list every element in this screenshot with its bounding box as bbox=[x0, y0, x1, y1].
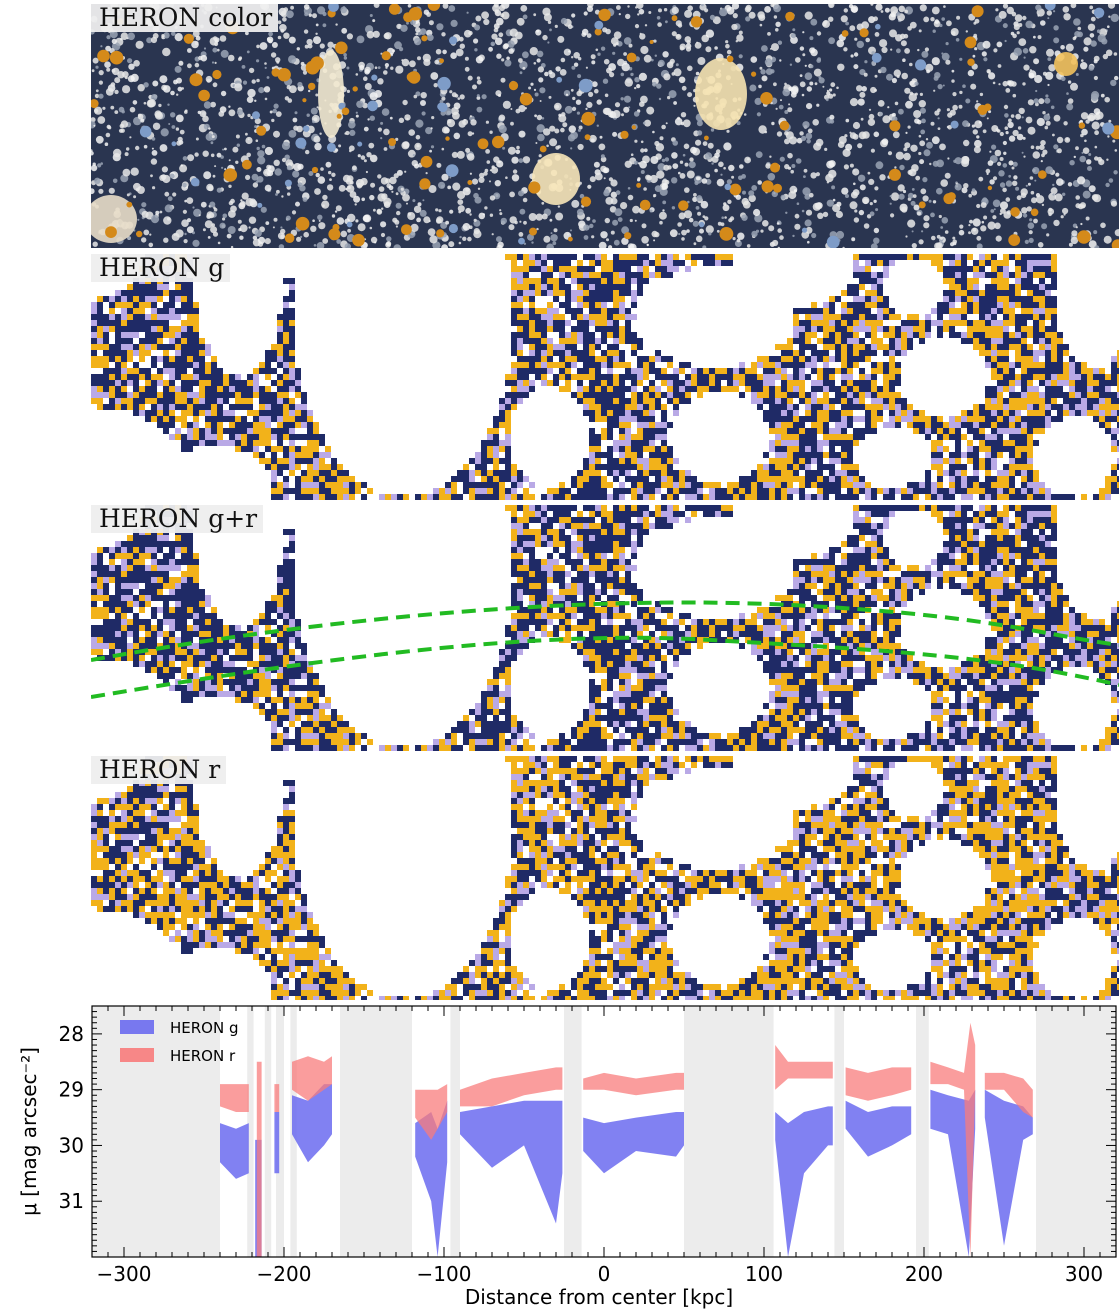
x-axis-label: Distance from center [kpc] bbox=[465, 1285, 733, 1309]
band-segment bbox=[845, 1067, 912, 1101]
y-tick-label: 31 bbox=[59, 1189, 84, 1213]
legend-label: HERON r bbox=[170, 1047, 236, 1065]
legend-swatch bbox=[120, 1020, 154, 1034]
band-segment bbox=[220, 1123, 249, 1179]
galaxies bbox=[91, 4, 1119, 248]
band-segment bbox=[775, 1106, 833, 1257]
band-segment bbox=[583, 1112, 684, 1174]
heron-gr-panel: HERON g+r bbox=[91, 505, 1119, 751]
band-segment bbox=[984, 1089, 1033, 1246]
band-segment bbox=[292, 1084, 332, 1163]
band-segment bbox=[984, 1072, 1033, 1118]
heron-g-image bbox=[91, 254, 1119, 500]
heron-gr-label: HERON g+r bbox=[91, 505, 264, 533]
legend-swatch bbox=[120, 1048, 154, 1062]
band-segment bbox=[274, 1112, 280, 1174]
heron-g-label: HERON g bbox=[91, 254, 231, 282]
x-tick-label: 0 bbox=[598, 1262, 611, 1286]
heron-r-image bbox=[91, 756, 1119, 1000]
x-tick-label: 100 bbox=[745, 1262, 783, 1286]
masked-range bbox=[264, 1006, 272, 1257]
masked-range bbox=[340, 1006, 412, 1257]
band-segment bbox=[415, 1100, 448, 1257]
region-outline-upper bbox=[91, 600, 1119, 662]
masked-range bbox=[450, 1006, 460, 1257]
masked-pixel-map bbox=[91, 254, 1119, 500]
masked-range bbox=[276, 1006, 284, 1257]
surface-brightness-profile: −300 −200 −100 0 100 200 300 Distance from cent… bbox=[17, 1005, 1117, 1309]
band-segment bbox=[930, 1022, 976, 1257]
heron-color-panel: HERON color bbox=[91, 4, 1119, 248]
band-segment bbox=[292, 1056, 332, 1101]
masked-range bbox=[247, 1006, 254, 1257]
y-axis: 28 29 30 31 bbox=[59, 1005, 1116, 1258]
band-segment bbox=[583, 1072, 684, 1096]
heron-color-label: HERON color bbox=[91, 4, 279, 32]
series-heron-r bbox=[220, 1022, 1033, 1257]
band-segment bbox=[415, 1084, 448, 1140]
band-segment bbox=[256, 1061, 262, 1257]
band-segment bbox=[845, 1100, 912, 1157]
masked-range bbox=[834, 1006, 844, 1257]
band-segment bbox=[220, 1084, 249, 1112]
heron-r-label: HERON r bbox=[91, 756, 227, 784]
heron-color-image bbox=[91, 4, 1119, 248]
masked-range bbox=[916, 1006, 929, 1257]
masked-pixel-map bbox=[91, 505, 1119, 751]
band-segment bbox=[775, 1045, 833, 1090]
x-tick-label: −200 bbox=[257, 1262, 312, 1286]
plot-area bbox=[92, 1006, 1116, 1257]
y-tick-label: 29 bbox=[59, 1078, 84, 1102]
heron-g-panel: HERON g bbox=[91, 254, 1119, 500]
x-tick-label: −300 bbox=[97, 1262, 152, 1286]
masked-range bbox=[92, 1006, 220, 1257]
series-heron-g bbox=[220, 1084, 1033, 1257]
band-segment bbox=[930, 1089, 976, 1257]
y-axis-label: μ [mag arcsec⁻²] bbox=[17, 1047, 41, 1216]
masked-range bbox=[564, 1006, 582, 1257]
y-tick-label: 28 bbox=[59, 1022, 84, 1046]
heron-r-panel: HERON r bbox=[91, 756, 1119, 1000]
heron-gr-image bbox=[91, 505, 1119, 751]
masked-range bbox=[684, 1006, 774, 1257]
y-tick-label: 30 bbox=[59, 1133, 84, 1157]
band-segment bbox=[460, 1100, 563, 1224]
masked-pixel-map bbox=[91, 756, 1119, 1000]
x-axis: −300 −200 −100 0 100 200 300 bbox=[91, 1006, 1117, 1286]
legend: HERON g HERON r bbox=[120, 1019, 239, 1065]
masked-range bbox=[1036, 1006, 1116, 1257]
region-outline-lower bbox=[91, 635, 1119, 699]
x-tick-label: 300 bbox=[1065, 1262, 1103, 1286]
legend-label: HERON g bbox=[170, 1019, 239, 1037]
band-segment bbox=[460, 1067, 563, 1107]
x-tick-label: 200 bbox=[905, 1262, 943, 1286]
band-segment bbox=[274, 1084, 280, 1112]
x-tick-label: −100 bbox=[417, 1262, 472, 1286]
